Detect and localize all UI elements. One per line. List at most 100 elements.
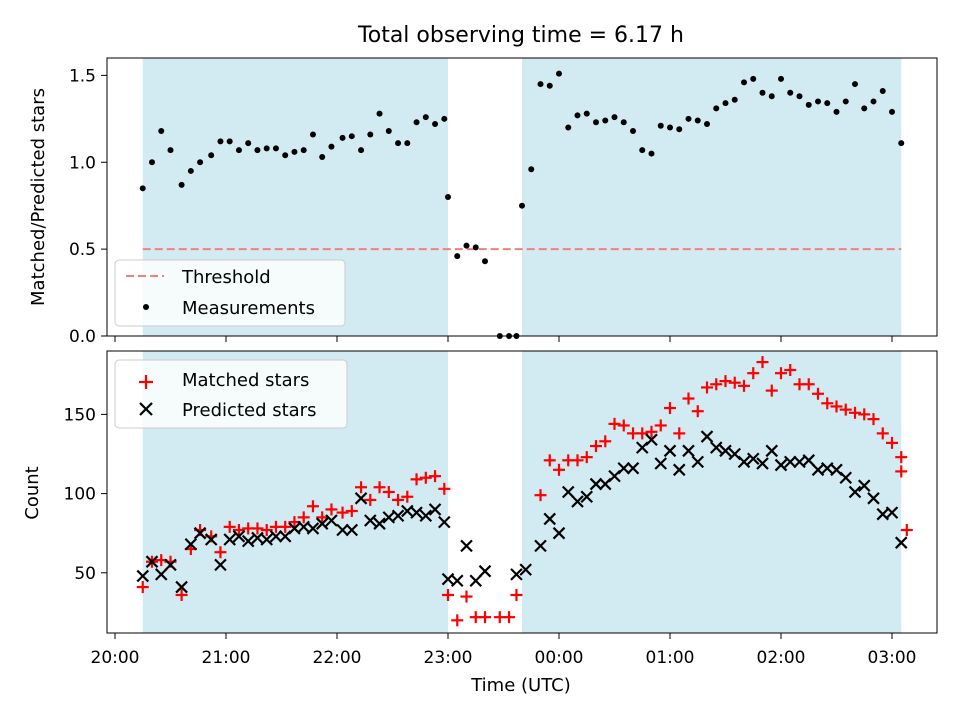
chart-title: Total observing time = 6.17 h <box>357 23 684 48</box>
predicted-star-point <box>373 517 386 530</box>
matched-star-point <box>460 590 473 603</box>
matched-legend-marker <box>139 375 153 389</box>
measurement-point <box>676 126 683 133</box>
matched-star-point <box>451 614 464 627</box>
measurement-point <box>583 110 590 117</box>
matched-star-point <box>895 451 908 464</box>
predicted-star-point <box>894 536 908 549</box>
predicted-star-point <box>306 522 320 535</box>
matched-star-point <box>429 470 442 483</box>
count-panel: 50 100 150 20:00 21:00 22:00 23:00 00:00 01:00 0… <box>22 350 938 696</box>
measurement-point <box>593 119 599 126</box>
measurement-point <box>413 119 420 126</box>
ratio-legend: Threshold Measurements <box>114 259 346 327</box>
measurement-point <box>574 112 581 119</box>
measurement-point <box>731 96 738 103</box>
predicted-star-point <box>783 455 797 469</box>
predicted-star-point <box>354 492 368 505</box>
threshold-legend-label: Threshold <box>181 267 271 288</box>
predicted-star-point <box>709 441 723 454</box>
predicted-star-point <box>765 444 779 458</box>
measurement-point <box>685 115 692 122</box>
matched-star-point <box>673 427 686 440</box>
measurement-point <box>546 82 553 89</box>
measurement-point <box>432 121 439 128</box>
measurement-point <box>300 147 307 154</box>
matched-star-point <box>802 378 815 391</box>
measurement-point <box>272 145 279 152</box>
matched-star-point <box>599 435 612 448</box>
measurement-point <box>319 154 326 161</box>
count-plot-frame <box>106 350 938 634</box>
predicted-star-point <box>543 512 557 526</box>
observing-interval-2 <box>522 58 902 336</box>
ratio-legend-box <box>114 259 346 327</box>
predicted-star-point <box>654 457 668 470</box>
matched-star-point <box>175 588 188 601</box>
measurement-point <box>385 127 392 134</box>
matched-star-point <box>580 451 593 464</box>
matched-star-point <box>738 379 750 392</box>
predicted-star-point <box>204 533 218 546</box>
count-y-axis-label: Count <box>22 466 43 519</box>
matched-star-point <box>373 481 386 494</box>
matched-star-point <box>636 427 649 440</box>
predicted-star-point <box>438 515 451 529</box>
measurement-points <box>139 70 905 339</box>
matched-star-point <box>895 465 908 478</box>
matched-star-point <box>784 364 797 377</box>
ratio-y-axis-label: Matched/Predicted stars <box>28 88 49 306</box>
measurement-point <box>291 148 298 155</box>
measurements-legend-label: Measurements <box>182 298 315 319</box>
matched-star-point <box>849 406 861 419</box>
measurement-point <box>339 134 346 141</box>
matched-legend-label: Matched stars <box>182 370 309 391</box>
x-tick-label: 20:00 <box>91 648 140 668</box>
count-y-tick-label: 100 <box>64 485 96 505</box>
measurement-point <box>254 147 261 154</box>
matched-star-point <box>571 454 584 467</box>
matched-star-point <box>223 520 236 533</box>
matched-star-point <box>608 417 621 430</box>
measurement-point <box>639 147 646 154</box>
measurement-point <box>454 253 461 260</box>
measurement-point <box>208 152 215 159</box>
predicted-star-point <box>193 526 207 540</box>
measurement-point <box>158 127 165 134</box>
matched-star-point <box>214 546 227 559</box>
matched-star-point <box>260 524 273 537</box>
count-points <box>136 356 913 627</box>
measurement-point <box>704 121 710 128</box>
matched-star-point <box>345 505 358 518</box>
measurement-point <box>245 140 252 147</box>
matched-star-point <box>858 408 871 421</box>
x-tick-label: 23:00 <box>424 648 473 668</box>
predicted-star-point <box>450 574 464 587</box>
predicted-star-point <box>672 463 686 477</box>
predicted-star-point <box>410 506 423 519</box>
matched-star-point <box>886 436 898 449</box>
measurement-point <box>750 75 757 82</box>
predicted-star-point <box>774 458 788 472</box>
measurement-point <box>376 110 383 117</box>
ratio-panel: 0.0 0.5 1.0 1.5 Matched/Predicted stars Thr… <box>28 57 938 347</box>
measurement-point <box>463 242 470 249</box>
measurement-point <box>694 117 701 124</box>
x-tick-label: 00:00 <box>535 648 584 668</box>
x-tick-label: 01:00 <box>646 648 695 668</box>
predicted-star-point <box>478 564 492 578</box>
measurement-point <box>422 114 429 121</box>
measurement-point <box>657 122 664 129</box>
x-tick-label: 03:00 <box>868 648 917 668</box>
predicted-star-point <box>232 530 246 543</box>
matched-star-point <box>392 493 405 506</box>
predicted-star-point <box>460 539 473 553</box>
matched-star-point <box>701 381 713 394</box>
predicted-star-point <box>589 477 603 491</box>
matched-star-point <box>355 481 368 494</box>
measurement-point <box>565 124 572 131</box>
matched-star-point <box>664 402 676 415</box>
matched-star-point <box>876 427 889 440</box>
measurement-point <box>482 258 488 265</box>
